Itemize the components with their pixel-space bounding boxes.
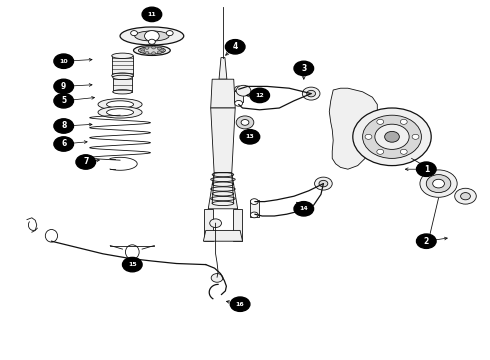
Ellipse shape bbox=[157, 51, 161, 54]
Circle shape bbox=[294, 61, 314, 76]
Circle shape bbox=[54, 79, 74, 94]
Circle shape bbox=[145, 31, 159, 41]
Polygon shape bbox=[203, 230, 243, 241]
Circle shape bbox=[54, 54, 74, 68]
Circle shape bbox=[375, 124, 409, 149]
Ellipse shape bbox=[133, 45, 171, 55]
Circle shape bbox=[241, 120, 249, 125]
Circle shape bbox=[235, 100, 243, 106]
Circle shape bbox=[365, 134, 372, 139]
Text: 10: 10 bbox=[59, 59, 68, 64]
Circle shape bbox=[385, 131, 399, 142]
Circle shape bbox=[433, 179, 444, 188]
Ellipse shape bbox=[135, 31, 169, 41]
Circle shape bbox=[76, 155, 96, 169]
Text: 2: 2 bbox=[424, 237, 429, 246]
Circle shape bbox=[461, 193, 470, 200]
Circle shape bbox=[225, 40, 245, 54]
Circle shape bbox=[211, 274, 223, 282]
Text: 3: 3 bbox=[301, 64, 306, 73]
Circle shape bbox=[377, 149, 384, 154]
Circle shape bbox=[54, 119, 74, 133]
Ellipse shape bbox=[112, 73, 133, 78]
Text: 13: 13 bbox=[245, 134, 254, 139]
Circle shape bbox=[377, 119, 384, 124]
Polygon shape bbox=[233, 209, 242, 241]
Text: 5: 5 bbox=[61, 96, 66, 105]
Circle shape bbox=[353, 108, 431, 166]
Circle shape bbox=[363, 115, 421, 158]
Polygon shape bbox=[208, 173, 238, 209]
Polygon shape bbox=[204, 209, 213, 241]
Circle shape bbox=[235, 86, 243, 92]
Ellipse shape bbox=[98, 107, 142, 118]
Circle shape bbox=[294, 202, 314, 216]
Text: 11: 11 bbox=[147, 12, 156, 17]
Circle shape bbox=[319, 180, 328, 187]
Polygon shape bbox=[112, 56, 133, 76]
Polygon shape bbox=[113, 77, 132, 92]
Polygon shape bbox=[211, 108, 235, 173]
Ellipse shape bbox=[112, 53, 133, 58]
Ellipse shape bbox=[141, 50, 145, 53]
Ellipse shape bbox=[141, 48, 145, 51]
Circle shape bbox=[455, 188, 476, 204]
Ellipse shape bbox=[107, 101, 133, 108]
Ellipse shape bbox=[107, 109, 133, 116]
Circle shape bbox=[250, 88, 270, 103]
Text: 9: 9 bbox=[61, 82, 66, 91]
Circle shape bbox=[400, 119, 407, 124]
Polygon shape bbox=[250, 200, 259, 217]
Circle shape bbox=[240, 130, 260, 144]
Circle shape bbox=[307, 90, 316, 97]
Polygon shape bbox=[211, 79, 235, 108]
Ellipse shape bbox=[157, 47, 161, 50]
Circle shape bbox=[166, 31, 173, 36]
Circle shape bbox=[236, 85, 251, 96]
Polygon shape bbox=[234, 91, 243, 102]
Ellipse shape bbox=[151, 52, 155, 55]
Circle shape bbox=[131, 31, 138, 36]
Text: 15: 15 bbox=[128, 262, 137, 267]
Ellipse shape bbox=[138, 47, 165, 54]
Circle shape bbox=[210, 219, 221, 228]
Circle shape bbox=[420, 170, 457, 197]
Circle shape bbox=[416, 162, 436, 176]
Circle shape bbox=[302, 87, 320, 100]
Circle shape bbox=[142, 7, 162, 22]
Circle shape bbox=[315, 177, 332, 190]
Circle shape bbox=[400, 149, 407, 154]
Ellipse shape bbox=[98, 99, 142, 110]
Text: 7: 7 bbox=[83, 157, 88, 166]
Ellipse shape bbox=[113, 90, 132, 94]
Ellipse shape bbox=[120, 27, 184, 45]
Ellipse shape bbox=[145, 46, 149, 49]
Text: 8: 8 bbox=[61, 122, 66, 130]
Circle shape bbox=[250, 199, 258, 204]
Polygon shape bbox=[329, 88, 377, 169]
Circle shape bbox=[426, 175, 451, 193]
Text: 16: 16 bbox=[236, 302, 245, 307]
Circle shape bbox=[250, 212, 258, 218]
Ellipse shape bbox=[151, 46, 155, 49]
Ellipse shape bbox=[160, 49, 164, 52]
Circle shape bbox=[122, 257, 142, 272]
Text: 6: 6 bbox=[61, 139, 66, 148]
Text: 14: 14 bbox=[299, 206, 308, 211]
Text: 4: 4 bbox=[233, 42, 238, 51]
Text: 1: 1 bbox=[424, 165, 429, 174]
Circle shape bbox=[412, 134, 419, 139]
Text: 12: 12 bbox=[255, 93, 264, 98]
Circle shape bbox=[416, 234, 436, 248]
Circle shape bbox=[236, 116, 254, 129]
Ellipse shape bbox=[145, 51, 149, 54]
Circle shape bbox=[148, 39, 155, 44]
Polygon shape bbox=[219, 58, 227, 79]
Circle shape bbox=[230, 297, 250, 311]
Ellipse shape bbox=[113, 75, 132, 80]
Circle shape bbox=[54, 137, 74, 151]
Circle shape bbox=[54, 94, 74, 108]
